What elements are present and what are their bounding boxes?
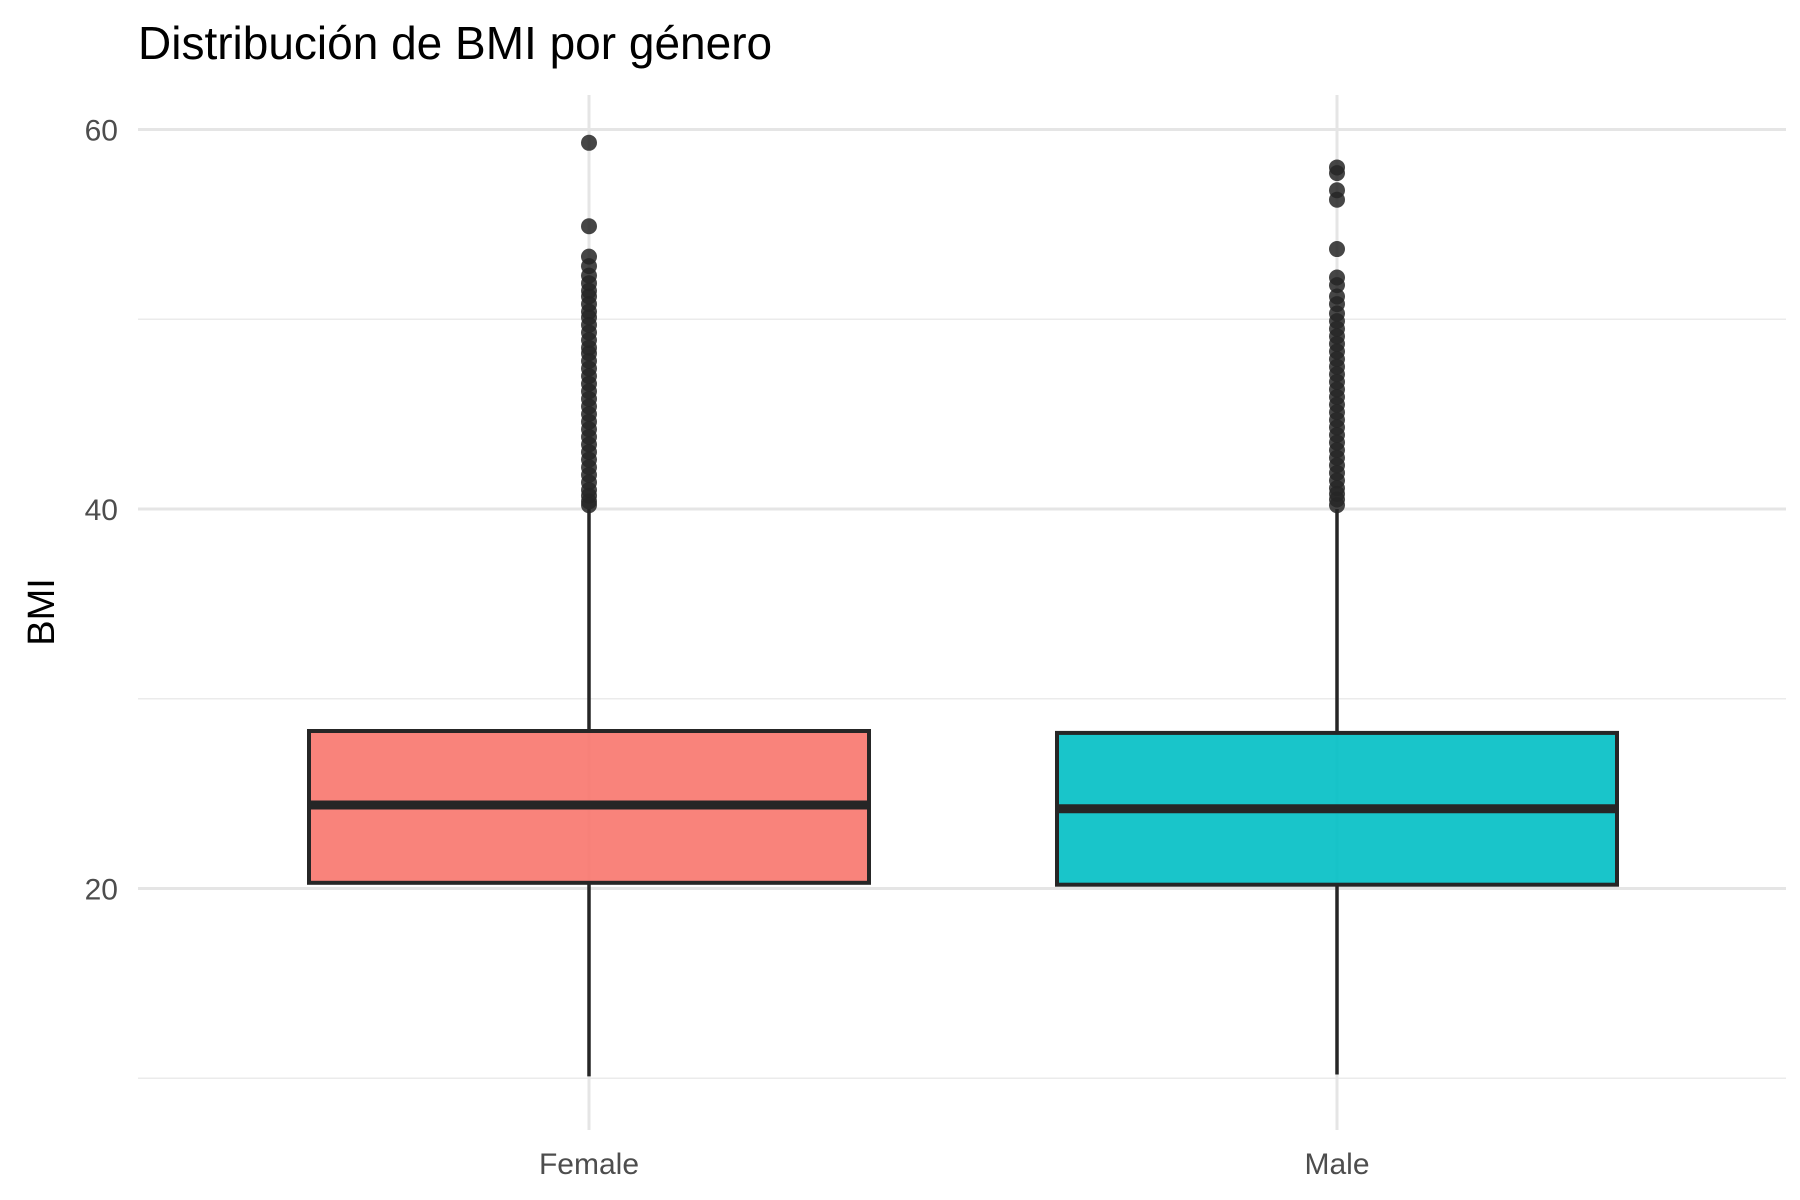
- axis-labels: 20 40 60 Female Male: [85, 115, 1370, 1182]
- outlier-point-male: [1329, 497, 1345, 514]
- outlier-point-female: [581, 134, 597, 151]
- grid-lines: [138, 95, 1786, 1130]
- x-tick-label: Female: [539, 1148, 639, 1181]
- y-tick-label: 20: [85, 874, 118, 907]
- outlier-point-male: [1329, 165, 1345, 182]
- outlier-point-male: [1329, 277, 1345, 294]
- outlier-point-female: [581, 218, 597, 235]
- outlier-point-female: [581, 497, 597, 514]
- y-tick-label: 40: [85, 494, 118, 527]
- y-tick-label: 60: [85, 115, 118, 148]
- chart-title: Distribución de BMI por género: [138, 17, 773, 69]
- box-marks: [307, 134, 1619, 1077]
- y-axis-title: BMI: [21, 578, 63, 646]
- outlier-point-male: [1329, 241, 1345, 258]
- x-tick-label: Male: [1304, 1148, 1369, 1181]
- outlier-point-male: [1329, 191, 1345, 208]
